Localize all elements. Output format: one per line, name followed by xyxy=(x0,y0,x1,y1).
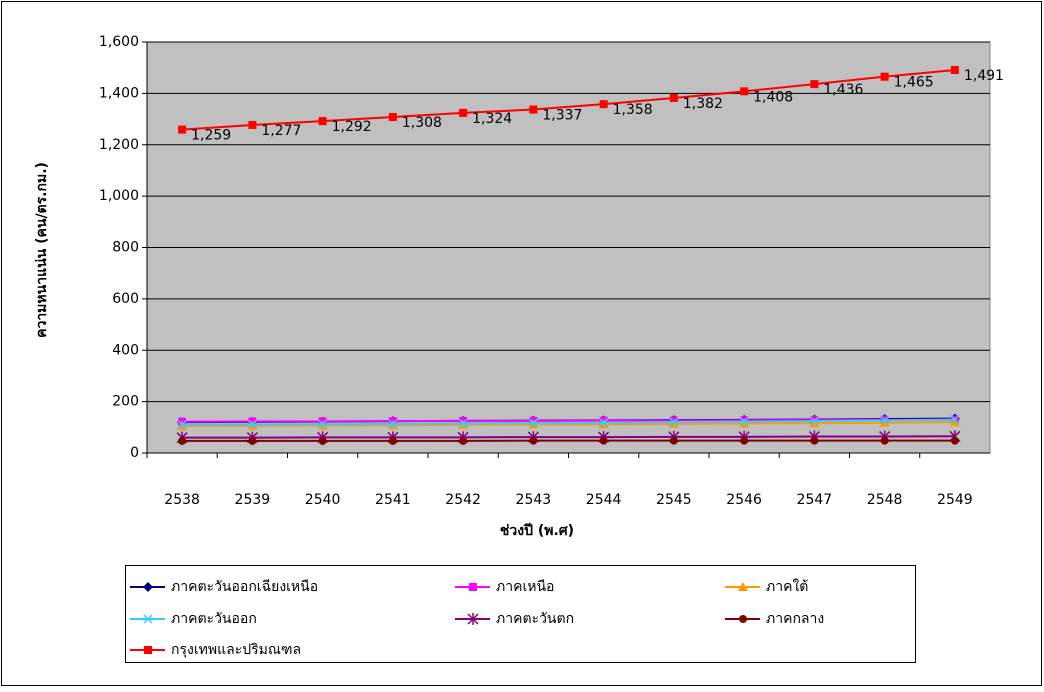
data-point xyxy=(319,437,327,445)
data-label: 1,408 xyxy=(753,89,793,105)
legend-label: ภาคตะวันออกเฉียงเหนือ xyxy=(171,579,318,595)
data-point xyxy=(248,437,256,445)
data-label: 1,324 xyxy=(472,111,512,127)
x-tick-label: 2548 xyxy=(867,492,903,508)
data-point xyxy=(670,94,678,102)
data-point xyxy=(459,437,467,445)
y-tick-label: 1,400 xyxy=(99,85,139,101)
x-tick-label: 2540 xyxy=(305,492,341,508)
x-tick-label: 2545 xyxy=(656,492,692,508)
y-tick-label: 800 xyxy=(112,240,139,256)
x-tick-label: 2544 xyxy=(586,492,622,508)
data-point xyxy=(600,100,608,108)
y-tick-label: 1,600 xyxy=(99,34,139,50)
x-tick-label: 2547 xyxy=(797,492,833,508)
y-tick-label: 600 xyxy=(112,291,139,307)
data-point xyxy=(951,437,959,445)
legend-marker xyxy=(469,583,477,591)
data-point xyxy=(459,109,467,117)
data-label: 1,277 xyxy=(261,123,301,139)
data-point xyxy=(389,113,397,121)
legend-marker xyxy=(739,615,747,623)
legend-marker xyxy=(144,646,152,654)
data-point xyxy=(740,87,748,95)
data-label: 1,491 xyxy=(964,68,1004,84)
data-label: 1,337 xyxy=(542,108,582,124)
data-point xyxy=(319,117,327,125)
legend-label: กรุงเทพและปริมณฑล xyxy=(171,642,301,658)
y-axis-title: ความหนาแน่น (คน/ตร.กม.) xyxy=(34,162,50,338)
data-label: 1,465 xyxy=(894,75,934,91)
data-point xyxy=(600,437,608,445)
data-point xyxy=(178,437,186,445)
legend-label: ภาคตะวันออก xyxy=(171,611,257,627)
data-point xyxy=(881,73,889,81)
data-point xyxy=(670,437,678,445)
data-label: 1,358 xyxy=(613,102,653,118)
x-tick-label: 2538 xyxy=(164,492,200,508)
y-tick-label: 0 xyxy=(130,445,139,461)
data-point xyxy=(529,437,537,445)
data-label: 1,308 xyxy=(402,115,442,131)
x-tick-label: 2549 xyxy=(937,492,973,508)
x-tick-label: 2546 xyxy=(726,492,762,508)
x-axis-title: ช่วงปี (พ.ศ) xyxy=(500,523,574,539)
data-label: 1,259 xyxy=(191,128,231,144)
y-tick-label: 400 xyxy=(112,342,139,358)
data-label: 1,436 xyxy=(823,82,863,98)
data-point xyxy=(810,80,818,88)
data-label: 1,292 xyxy=(332,119,372,135)
data-point xyxy=(178,126,186,134)
data-point xyxy=(881,437,889,445)
x-tick-label: 2543 xyxy=(516,492,552,508)
data-label: 1,382 xyxy=(683,96,723,112)
y-tick-label: 1,200 xyxy=(99,137,139,153)
x-tick-label: 2541 xyxy=(375,492,411,508)
x-tick-label: 2542 xyxy=(445,492,481,508)
y-tick-label: 1,000 xyxy=(99,188,139,204)
data-point xyxy=(810,437,818,445)
series-line xyxy=(182,436,955,437)
data-point xyxy=(740,437,748,445)
x-tick-label: 2539 xyxy=(235,492,271,508)
legend-label: ภาคตะวันตก xyxy=(496,611,574,627)
data-point xyxy=(389,437,397,445)
data-point xyxy=(248,121,256,129)
legend-label: ภาคเหนือ xyxy=(496,579,554,595)
data-point xyxy=(951,66,959,74)
legend-label: ภาคใต้ xyxy=(766,578,808,595)
y-tick-label: 200 xyxy=(112,394,139,410)
data-point xyxy=(529,106,537,114)
legend-label: ภาคกลาง xyxy=(766,611,824,627)
